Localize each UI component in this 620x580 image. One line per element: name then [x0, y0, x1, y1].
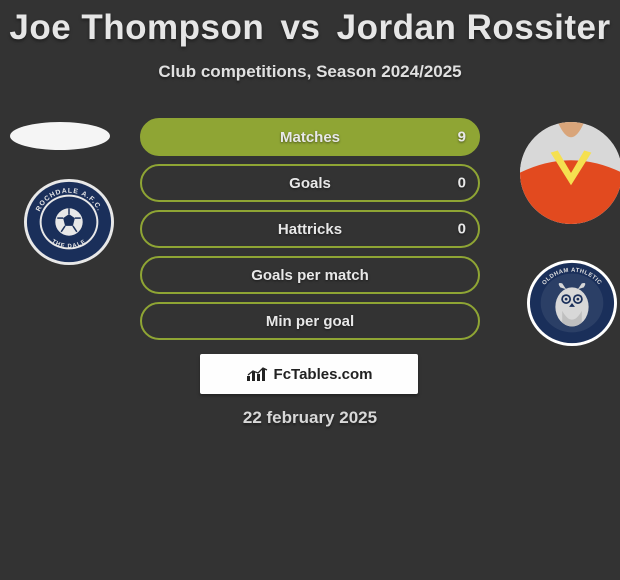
fctables-logo: FcTables.com	[200, 354, 418, 394]
date-label: 22 february 2025	[0, 408, 620, 428]
stat-label: Goals per match	[251, 267, 369, 284]
player1-name: Joe Thompson	[9, 8, 264, 47]
vs-label: vs	[281, 8, 321, 47]
stat-row: Min per goal	[140, 302, 480, 340]
stat-label: Goals	[289, 175, 331, 192]
player2-club-crest: OLDHAM ATHLETIC	[521, 258, 620, 348]
stat-row: Goals per match	[140, 256, 480, 294]
stat-row: Matches 9	[140, 118, 480, 156]
comparison-title: Joe Thompson vs Jordan Rossiter	[0, 0, 620, 48]
stat-value-right: 0	[458, 221, 466, 238]
stat-bar: Min per goal	[140, 302, 480, 340]
stat-label: Min per goal	[266, 313, 354, 330]
stat-bar: Goals 0	[140, 164, 480, 202]
stat-row: Goals 0	[140, 164, 480, 202]
stat-label: Hattricks	[278, 221, 342, 238]
logo-text: FcTables.com	[274, 366, 373, 383]
player1-club-crest: ROCHDALE A.F.C. THE DALE	[20, 177, 118, 267]
player2-avatar	[520, 122, 620, 224]
subtitle: Club competitions, Season 2024/2025	[0, 62, 620, 82]
stat-label: Matches	[280, 129, 340, 146]
player1-avatar	[10, 122, 110, 150]
player2-name: Jordan Rossiter	[337, 8, 611, 47]
stat-bar: Hattricks 0	[140, 210, 480, 248]
stat-row: Hattricks 0	[140, 210, 480, 248]
chart-icon	[246, 366, 270, 382]
stat-value-right: 0	[458, 175, 466, 192]
stats-panel: Matches 9 Goals 0 Hattricks 0 Goals per match M…	[140, 118, 480, 348]
stat-bar: Goals per match	[140, 256, 480, 294]
stat-bar: Matches 9	[140, 118, 480, 156]
stat-value-right: 9	[458, 129, 466, 146]
